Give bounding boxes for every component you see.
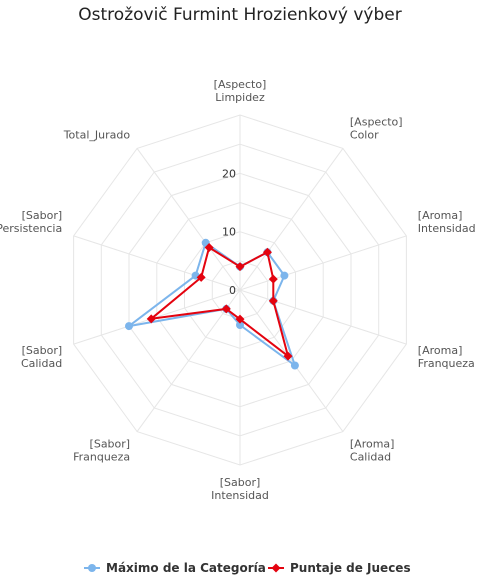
category-label-3: [Aroma] Franqueza (418, 344, 475, 370)
grid-spoke-2 (239, 235, 407, 291)
chart-title: Ostrožovič Furmint Hrozienkový výber (78, 5, 401, 25)
legend-item-1[interactable]: Puntaje de Jueces (268, 561, 411, 575)
category-label-line: [Sabor] (220, 476, 261, 489)
data-point[interactable] (283, 351, 293, 361)
data-point[interactable] (280, 271, 289, 280)
legend-marker (88, 564, 96, 572)
category-label-8: [Sabor] Persistencia (0, 209, 62, 235)
category-label-9: Total_Jurado (63, 129, 131, 142)
legend-label: Máximo de la Categoría (106, 561, 266, 575)
data-point[interactable] (204, 243, 214, 253)
category-label-line: Limpidez (215, 91, 265, 104)
data-point[interactable] (221, 304, 231, 314)
category-label-line: [Aroma] (418, 344, 463, 357)
category-label-1: [Aspecto] Color (350, 116, 403, 142)
category-label-line: Franqueza (73, 450, 130, 463)
data-series (125, 238, 299, 370)
category-label-line: [Aroma] (418, 209, 463, 222)
category-label-line: Calidad (21, 357, 62, 370)
data-point[interactable] (262, 247, 272, 257)
series-1 (146, 243, 293, 361)
grid-spoke-4 (239, 289, 344, 432)
radial-tick-labels: 0 10 20 (222, 167, 236, 297)
grid-spoke-7 (73, 289, 241, 345)
category-label-line: [Aspecto] (214, 78, 267, 91)
category-label-line: [Sabor] (22, 344, 63, 357)
category-labels: [Aspecto] Limpidez[Aspecto] Color[Aroma] In… (0, 78, 476, 502)
category-label-line: Calidad (350, 450, 391, 463)
data-point[interactable] (235, 262, 245, 272)
category-label-line: Intensidad (211, 489, 269, 502)
category-label-line: [Aroma] (350, 437, 395, 450)
category-label-line: Intensidad (418, 222, 476, 235)
category-label-7: [Sabor] Calidad (21, 344, 62, 370)
grid-spoke-6 (136, 289, 241, 432)
category-label-line: [Sabor] (22, 209, 63, 222)
category-label-0: [Aspecto] Limpidez (214, 78, 267, 104)
category-label-line: [Sabor] (90, 437, 131, 450)
category-label-2: [Aroma] Intensidad (418, 209, 476, 235)
tick-label-0: 0 (229, 284, 236, 297)
data-point[interactable] (268, 274, 278, 284)
data-point[interactable] (268, 296, 278, 306)
radar-grid (73, 114, 407, 466)
category-label-6: [Sabor] Franqueza (73, 437, 130, 463)
grid-spoke-1 (239, 148, 344, 291)
series-line-1 (150, 246, 289, 358)
grid-spoke-9 (136, 148, 241, 291)
tick-label-2: 20 (222, 167, 236, 180)
category-label-line: Color (350, 129, 379, 142)
grid-spoke-3 (239, 289, 407, 345)
category-label-line: [Aspecto] (350, 116, 403, 129)
grid-spoke-8 (73, 235, 241, 291)
data-point[interactable] (146, 314, 156, 324)
data-point[interactable] (196, 272, 206, 282)
category-label-line: Persistencia (0, 222, 62, 235)
category-label-4: [Aroma] Calidad (350, 437, 395, 463)
category-label-line: Total_Jurado (63, 129, 131, 142)
legend-label: Puntaje de Jueces (290, 561, 411, 575)
data-point[interactable] (235, 314, 245, 324)
data-point[interactable] (236, 321, 244, 329)
legend-marker (271, 563, 281, 573)
data-point[interactable] (125, 322, 133, 331)
tick-label-1: 10 (222, 226, 236, 239)
category-label-5: [Sabor] Intensidad (211, 476, 269, 502)
legend[interactable]: Máximo de la Categoría Puntaje de Jueces (84, 561, 411, 575)
category-label-line: Franqueza (418, 357, 475, 370)
data-point[interactable] (290, 361, 299, 370)
legend-item-0[interactable]: Máximo de la Categoría (84, 561, 266, 575)
